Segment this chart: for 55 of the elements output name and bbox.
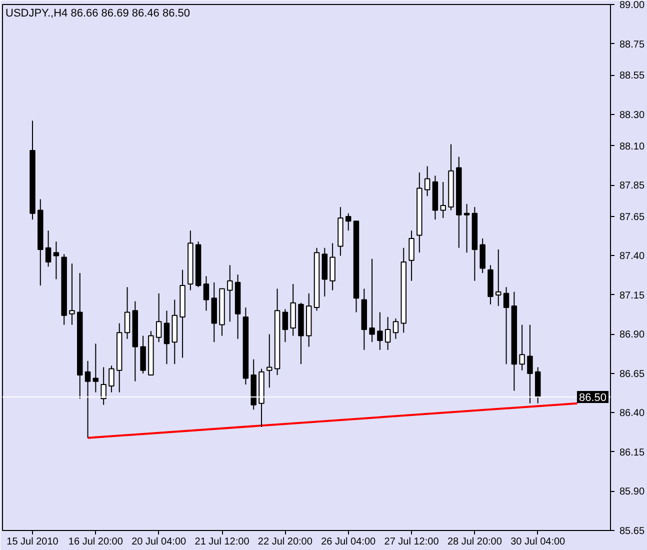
y-tick-label: 86.65 [620, 368, 645, 380]
candlestick [92, 343, 99, 393]
candlestick [124, 286, 130, 340]
y-tick-label: 88.75 [620, 39, 645, 50]
candlestick [69, 263, 75, 326]
x-tick-label: 15 Jul 2010 [6, 536, 59, 548]
candlestick [377, 312, 383, 350]
candlestick [164, 310, 170, 365]
y-tick-label: 87.65 [620, 212, 645, 223]
candlestick [408, 230, 414, 282]
x-tick-label: 27 Jul 12:00 [384, 536, 440, 548]
candlestick [108, 365, 114, 393]
candlestick [203, 276, 210, 312]
candlestick [384, 316, 391, 350]
x-tick-label: 22 Jul 20:00 [258, 536, 313, 548]
candlestick [480, 238, 486, 274]
candlestick [156, 292, 162, 343]
candlestick [440, 181, 446, 219]
y-tick-label: 86.90 [620, 330, 645, 341]
candlestick [345, 212, 352, 232]
y-tick-label: 85.90 [620, 486, 645, 498]
x-tick-label: 21 Jul 12:00 [194, 536, 250, 548]
candlestick [464, 203, 470, 254]
x-tick-label: 20 Jul 04:00 [132, 536, 187, 548]
y-tick-label: 86.40 [620, 408, 645, 420]
candlestick [527, 324, 533, 404]
ref-line-label: 86.50 [578, 392, 607, 404]
y-tick-label: 88.55 [620, 70, 645, 82]
candlestick [519, 324, 525, 371]
y-tick-label: 87.85 [620, 180, 645, 192]
candlestick [392, 318, 399, 340]
x-tick-label: 28 Jul 20:00 [447, 536, 502, 548]
candlestick [84, 360, 91, 438]
candlestick [140, 335, 146, 374]
chart-title: USDJPY.,H4 86.66 86.69 86.46 86.50 [6, 8, 190, 20]
candlestick [53, 241, 60, 280]
candlestick [266, 334, 272, 388]
x-tick-label: 26 Jul 04:00 [321, 536, 376, 548]
y-tick-label: 88.30 [620, 110, 645, 121]
y-tick-label: 87.15 [620, 290, 645, 302]
candlestick [45, 230, 52, 268]
candlestick [503, 286, 510, 365]
candlestick [282, 308, 288, 343]
y-tick-label: 89.00 [620, 0, 645, 11]
x-tick-label: 16 Jul 20:00 [68, 536, 124, 548]
candlestick [330, 242, 336, 291]
candlestick [227, 264, 233, 322]
candlestick [424, 166, 430, 197]
y-tick-label: 86.15 [620, 447, 645, 458]
y-tick-label: 87.40 [620, 251, 645, 262]
y-tick-label: 88.10 [620, 141, 645, 152]
y-tick-label: 85.65 [620, 526, 645, 537]
candlestick [496, 248, 502, 306]
candlestick [369, 258, 375, 343]
x-tick-label: 30 Jul 04:00 [510, 536, 566, 548]
